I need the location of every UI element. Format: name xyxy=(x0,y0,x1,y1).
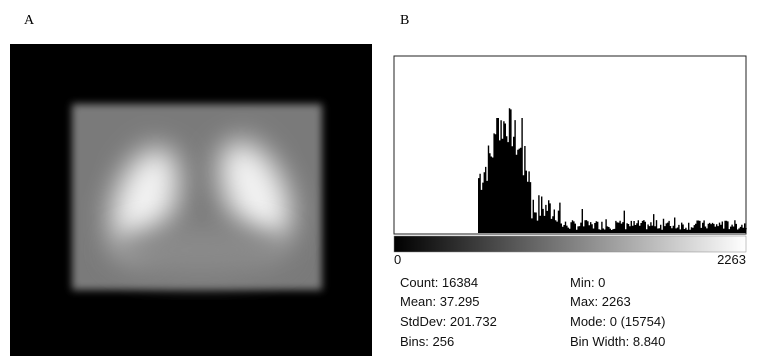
stat: Bins: 256 xyxy=(400,334,454,349)
panel-label: A xyxy=(24,13,35,28)
stats: Count: 16384 Min: 0 Mean: 37.295 Max: 2263 S… xyxy=(400,275,665,349)
stat: Mode: 0 (15754) xyxy=(570,314,665,329)
panel-label: B xyxy=(400,13,409,28)
stat: Mean: 37.295 xyxy=(400,294,480,309)
histogram-frame xyxy=(394,56,746,234)
stat: Min: 0 xyxy=(570,275,605,290)
lut-bar xyxy=(394,236,746,252)
stat: Count: 16384 xyxy=(400,275,478,290)
axis-max: 2263 xyxy=(717,252,746,267)
stat: StdDev: 201.732 xyxy=(400,314,497,329)
figure: A B 0 2263 Count: 16384 Min: 0 Mean: 37.29… xyxy=(0,0,760,356)
axis-min: 0 xyxy=(394,252,401,267)
stat: Max: 2263 xyxy=(570,294,631,309)
scan-image xyxy=(10,44,372,356)
stat: Bin Width: 8.840 xyxy=(570,334,665,349)
